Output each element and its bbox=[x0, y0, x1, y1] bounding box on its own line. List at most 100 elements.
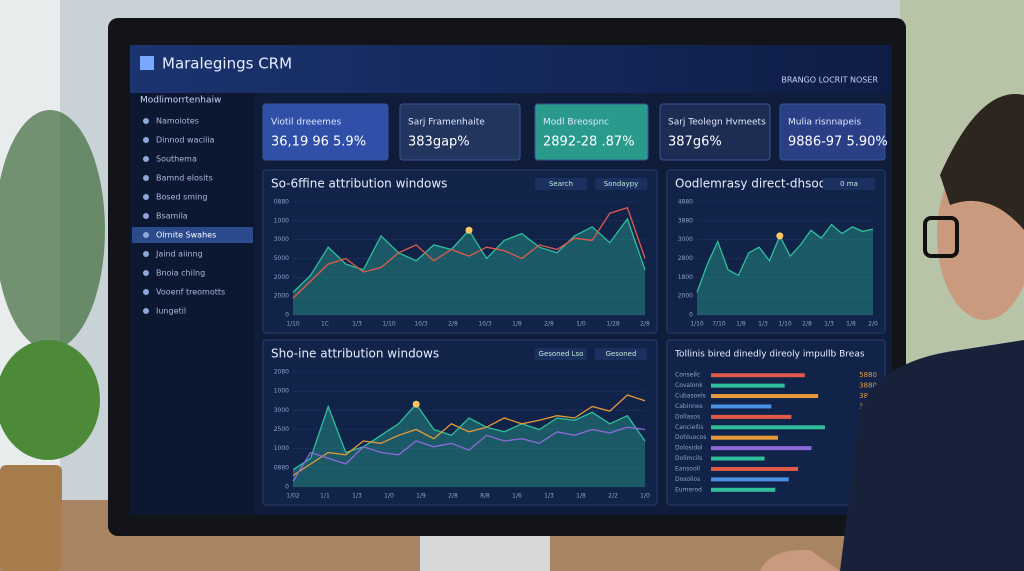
plant-back bbox=[0, 110, 105, 350]
highlight-point bbox=[465, 226, 473, 234]
line bbox=[292, 426, 646, 482]
person-hand bbox=[760, 549, 840, 571]
sidebar-icon bbox=[143, 289, 149, 295]
x-tick-label: 1/10 bbox=[690, 321, 704, 328]
bar bbox=[711, 487, 776, 492]
y-tick-label: 0880 bbox=[274, 199, 289, 206]
y-tick-label: 4880 bbox=[678, 199, 693, 206]
x-tick-label: 2/0 bbox=[868, 321, 878, 328]
x-tick-label: 2/8 bbox=[448, 321, 458, 328]
row-label: Dollasos bbox=[675, 413, 700, 420]
row-label: Cabinnes bbox=[675, 403, 703, 410]
y-tick-label: 2000 bbox=[274, 274, 289, 281]
line bbox=[292, 394, 646, 477]
sidebar-item[interactable]: Namolotes bbox=[156, 117, 199, 126]
x-tick-label: 1/3 bbox=[824, 321, 834, 328]
row-label: Eumerod bbox=[675, 486, 702, 493]
sidebar-item[interactable]: Olrnite Swahes bbox=[156, 231, 216, 240]
highlight-point bbox=[412, 400, 420, 408]
line bbox=[696, 223, 874, 293]
bar bbox=[711, 425, 825, 430]
x-tick-label: 1/3 bbox=[352, 321, 362, 328]
x-tick-label: 7/10 bbox=[712, 321, 726, 328]
kpi-label: Modl Breospnc bbox=[543, 118, 609, 128]
sidebar-icon bbox=[143, 156, 149, 162]
x-tick-label: 1/6 bbox=[512, 493, 522, 500]
x-tick-label: 1/0 bbox=[384, 493, 394, 500]
kpi-value: 9886-97 5.90% bbox=[788, 135, 888, 150]
panel-control[interactable] bbox=[595, 348, 647, 360]
x-tick-label: 2/8 bbox=[544, 321, 554, 328]
panel-control-label[interactable]: Gesoned Lso bbox=[539, 350, 584, 358]
sidebar-item[interactable]: Bsamila bbox=[156, 212, 188, 221]
y-tick-label: 2800 bbox=[678, 255, 693, 262]
y-tick-label: 3880 bbox=[678, 217, 693, 224]
y-tick-label: 1000 bbox=[274, 445, 289, 452]
x-tick-label: 1/8 bbox=[736, 321, 746, 328]
x-tick-label: 2/8 bbox=[448, 493, 458, 500]
bar bbox=[711, 404, 772, 409]
x-tick-label: 1C bbox=[321, 321, 329, 328]
row-label: Dolosidol bbox=[675, 445, 703, 452]
sidebar-item[interactable]: Dinnod wacilia bbox=[156, 136, 215, 145]
sidebar-item[interactable]: Vooenf treomotts bbox=[156, 288, 225, 297]
x-tick-label: 1/10 bbox=[778, 321, 792, 328]
x-tick-label: 1/02 bbox=[286, 493, 300, 500]
x-tick-label: 10/3 bbox=[414, 321, 428, 328]
x-tick-label: 2/2 bbox=[608, 493, 618, 500]
sidebar-heading: Modlimorrtenhaiw bbox=[140, 96, 221, 106]
kpi-value: 36,19 96 5.9% bbox=[271, 135, 366, 150]
y-tick-label: 5000 bbox=[274, 255, 289, 262]
row-total: 5880 bbox=[859, 371, 877, 379]
sidebar-icon bbox=[143, 213, 149, 219]
sidebar-item[interactable]: Jaind aiinng bbox=[155, 250, 203, 259]
sidebar-item[interactable]: Iungetil bbox=[156, 307, 186, 316]
sidebar-item[interactable]: Bosed sming bbox=[156, 193, 207, 202]
row-total: 3880 bbox=[859, 382, 877, 390]
x-tick-label: 1/8 bbox=[512, 321, 522, 328]
bar bbox=[711, 394, 819, 399]
panel-control[interactable] bbox=[535, 348, 587, 360]
bar bbox=[711, 435, 778, 440]
panel-title: Tollinis bired dinedly direoly impullb B… bbox=[674, 350, 865, 360]
panel-control-label[interactable]: Search bbox=[549, 180, 573, 188]
sidebar-item[interactable]: Bnoia chilng bbox=[156, 269, 205, 278]
sidebar-item[interactable]: Southema bbox=[156, 155, 197, 164]
panel bbox=[262, 169, 658, 334]
kpi-label: Sarj Framenhaite bbox=[408, 118, 485, 128]
highlight-point bbox=[776, 232, 784, 240]
panel-control-label[interactable]: 0 ma bbox=[840, 180, 858, 188]
row-label: Covalonk bbox=[675, 382, 703, 389]
panel-control[interactable] bbox=[823, 178, 875, 190]
x-tick-label: 8/8 bbox=[480, 493, 490, 500]
area bbox=[697, 224, 873, 315]
bar bbox=[711, 414, 792, 419]
sidebar-item[interactable]: Bamnd elosits bbox=[156, 174, 213, 183]
panel-title: Oodlemrasy direct-dhsoonpoints bbox=[675, 177, 871, 191]
kpi-label: Mulia risnnapeis bbox=[788, 118, 861, 128]
x-tick-label: 1/10 bbox=[286, 321, 300, 328]
y-tick-label: 1800 bbox=[678, 274, 693, 281]
sidebar-icon bbox=[143, 270, 149, 276]
kpi-label: Viotil dreeemes bbox=[271, 118, 341, 128]
x-tick-label: 1/3 bbox=[352, 493, 362, 500]
x-tick-label: 1/28 bbox=[606, 321, 620, 328]
y-tick-label: 0 bbox=[285, 484, 289, 491]
kpi-card bbox=[399, 103, 521, 161]
y-tick-label: 3000 bbox=[678, 236, 693, 243]
y-tick-label: 3000 bbox=[274, 407, 289, 414]
panel-control[interactable] bbox=[535, 178, 587, 190]
x-tick-label: 1/10 bbox=[382, 321, 396, 328]
y-tick-label: 2000 bbox=[678, 293, 693, 300]
panel-control[interactable] bbox=[595, 178, 647, 190]
x-tick-label: 1/9 bbox=[416, 493, 426, 500]
row-label: Dosolios bbox=[675, 476, 700, 483]
panel-control-label[interactable]: Gesoned bbox=[606, 350, 637, 358]
monitor-stand bbox=[420, 536, 550, 571]
y-tick-label: 0880 bbox=[274, 464, 289, 471]
area bbox=[293, 404, 645, 487]
sidebar-icon bbox=[143, 175, 149, 181]
panel-title: So-6ffine attribution windows bbox=[271, 177, 447, 191]
panel-control-label[interactable]: Sondaypy bbox=[604, 180, 639, 188]
